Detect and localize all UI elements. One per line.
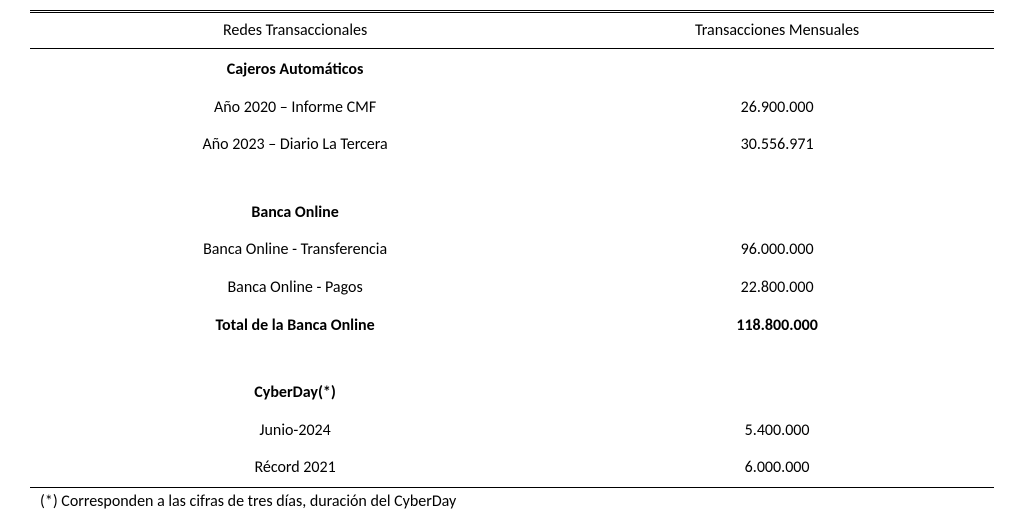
table-header-row: Redes Transaccionales Transacciones Mens…	[30, 12, 994, 49]
spacer-row	[30, 164, 994, 192]
section-online-title: Banca Online	[30, 192, 560, 232]
online-row2-label: Banca Online - Pagos	[30, 269, 560, 307]
header-redes: Redes Transaccionales	[30, 12, 560, 49]
online-row2-value: 22.800.000	[560, 269, 994, 307]
table-row: Banca Online - Pagos 22.800.000	[30, 269, 994, 307]
spacer-row	[30, 344, 994, 372]
atm-row2-label: Año 2023 – Diario La Tercera	[30, 126, 560, 164]
table-row-total: Total de la Banca Online 118.800.000	[30, 307, 994, 345]
cyberday-row1-label: Junio-2024	[30, 412, 560, 450]
atm-row1-value: 26.900.000	[560, 89, 994, 127]
empty-cell	[560, 372, 994, 412]
section-cyberday: CyberDay(*)	[30, 372, 994, 412]
table-row: Año 2020 – Informe CMF 26.900.000	[30, 89, 994, 127]
online-total-value: 118.800.000	[560, 307, 994, 345]
online-total-label: Total de la Banca Online	[30, 307, 560, 345]
online-row1-label: Banca Online - Transferencia	[30, 231, 560, 269]
atm-row1-label: Año 2020 – Informe CMF	[30, 89, 560, 127]
online-row1-value: 96.000.000	[560, 231, 994, 269]
section-online: Banca Online	[30, 192, 994, 232]
empty-cell	[560, 192, 994, 232]
transactions-table: Redes Transaccionales Transacciones Mens…	[30, 10, 994, 488]
transactions-table-container: Redes Transaccionales Transacciones Mens…	[30, 10, 994, 515]
footnote: (*) Corresponden a las cifras de tres dí…	[30, 488, 994, 515]
table-row: Récord 2021 6.000.000	[30, 449, 994, 487]
table-row: Junio-2024 5.400.000	[30, 412, 994, 450]
atm-row2-value: 30.556.971	[560, 126, 994, 164]
header-transacciones: Transacciones Mensuales	[560, 12, 994, 49]
section-atm-title: Cajeros Automáticos	[30, 49, 560, 89]
section-atm: Cajeros Automáticos	[30, 49, 994, 89]
empty-cell	[560, 49, 994, 89]
table-row: Año 2023 – Diario La Tercera 30.556.971	[30, 126, 994, 164]
section-cyberday-title: CyberDay(*)	[30, 372, 560, 412]
cyberday-row1-value: 5.400.000	[560, 412, 994, 450]
cyberday-row2-label: Récord 2021	[30, 449, 560, 487]
table-row: Banca Online - Transferencia 96.000.000	[30, 231, 994, 269]
cyberday-row2-value: 6.000.000	[560, 449, 994, 487]
